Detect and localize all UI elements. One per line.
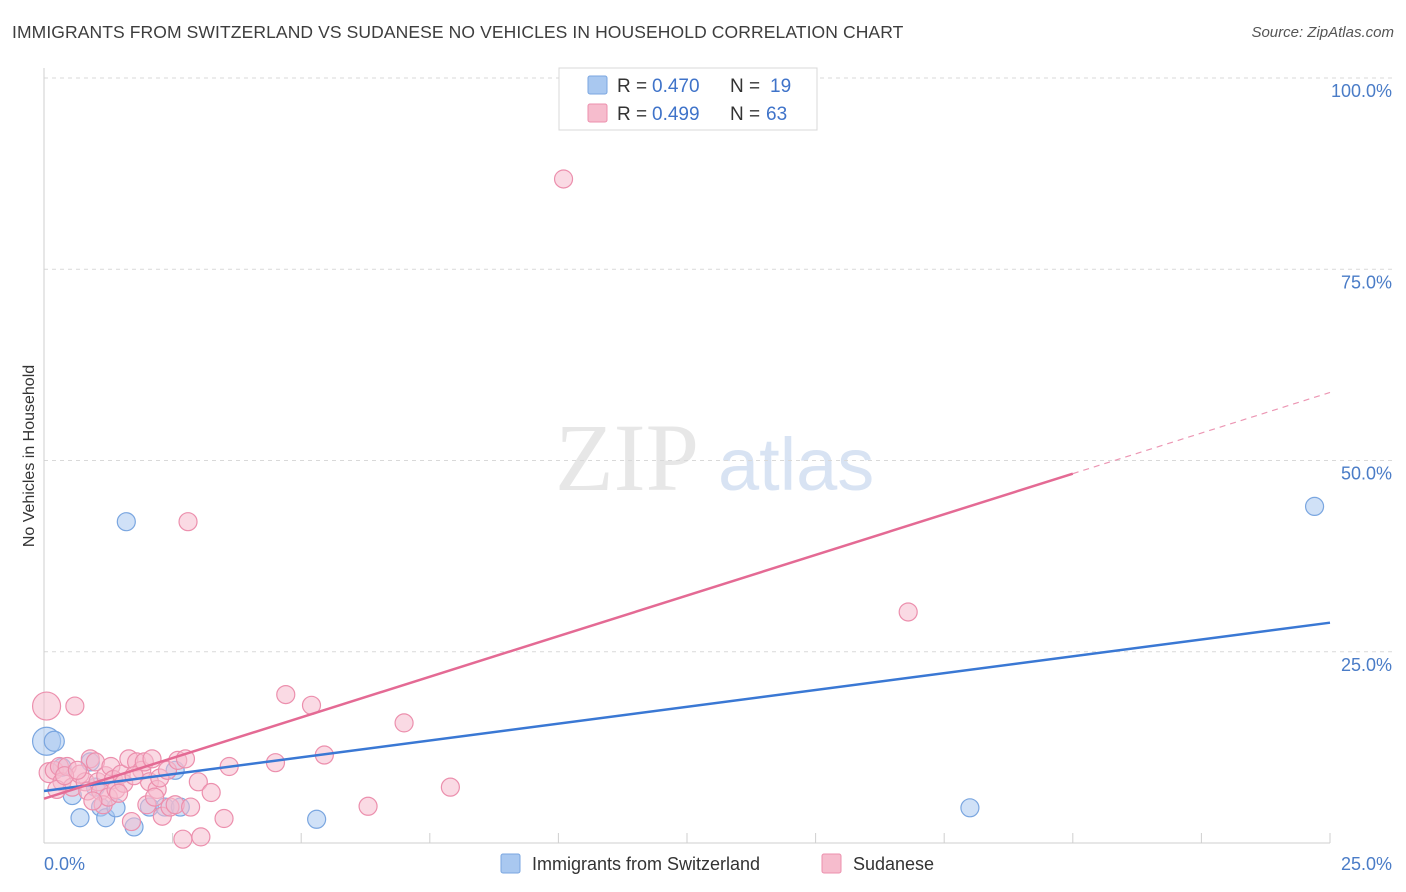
legend-r-label-2: R = [617, 104, 647, 125]
source-label: Source: ZipAtlas.com [1251, 24, 1394, 41]
data-point [553, 169, 574, 189]
data-point [144, 787, 165, 807]
data-point [276, 684, 296, 705]
data-point [1304, 496, 1325, 516]
legend-item-sudanese: Sudanese [853, 854, 934, 874]
legend-r-value-1: 0.470 [652, 76, 700, 97]
data-point [201, 782, 221, 803]
legend-r-value-2: 0.499 [652, 104, 700, 125]
data-point [960, 798, 980, 818]
data-point [440, 777, 460, 797]
data-point [83, 791, 103, 811]
data-point [191, 827, 211, 847]
data-point [31, 691, 62, 721]
data-point [178, 512, 198, 532]
legend-item-sudanese-swatch [821, 853, 842, 874]
grid [44, 77, 1392, 843]
data-point [358, 796, 378, 816]
watermark: ZIP atlas [555, 404, 874, 511]
regression-lines [43, 391, 1331, 800]
regression-line-sudanese [43, 472, 1074, 800]
y-tick-label: 25.0% [1341, 655, 1392, 675]
series-sudanese-points [31, 169, 918, 849]
x-tick-label-max: 25.0% [1341, 854, 1392, 874]
data-point [214, 808, 234, 829]
y-tick-label: 75.0% [1341, 272, 1392, 292]
legend-swatch-blue [587, 75, 608, 95]
legend-n-label-1: N = [730, 76, 760, 97]
legend-item-switzerland: Immigrants from Switzerland [532, 854, 760, 874]
data-point [116, 512, 136, 532]
data-point [394, 713, 414, 733]
data-point [67, 760, 88, 780]
legend-n-value-1: 19 [770, 76, 791, 97]
data-point [70, 808, 90, 828]
data-point [898, 602, 918, 622]
legend-item-switzerland-swatch [500, 853, 521, 874]
regression-line-sudanese-extension [1072, 391, 1331, 475]
legend-n-label-2: N = [730, 104, 760, 125]
data-point [43, 730, 65, 752]
data-point [121, 811, 142, 832]
series-legend: Immigrants from Switzerland Sudanese [500, 853, 934, 874]
stats-legend: R = 0.470 N = 19 R = 0.499 N = 63 [558, 67, 818, 131]
regression-line-switzerland [43, 621, 1331, 793]
y-tick-label: 100.0% [1331, 81, 1392, 101]
x-tick-label-min: 0.0% [44, 854, 85, 874]
chart-title: IMMIGRANTS FROM SWITZERLAND VS SUDANESE … [12, 22, 904, 42]
data-point [108, 783, 129, 803]
legend-n-value-2: 63 [766, 104, 787, 125]
legend-swatch-pink [587, 103, 608, 123]
series-switzerland-points [31, 496, 1325, 837]
tick-labels: 25.0% 50.0% 75.0% 100.0% 0.0% 25.0% [44, 81, 1392, 874]
watermark-zip: ZIP [555, 404, 699, 511]
legend-r-label-1: R = [617, 76, 647, 97]
watermark-atlas: atlas [718, 423, 874, 506]
data-point [188, 772, 208, 792]
y-tick-label: 50.0% [1341, 464, 1392, 484]
data-point [173, 829, 193, 849]
data-point [65, 696, 85, 716]
data-point [307, 809, 327, 829]
y-axis-label: No Vehicles in Household [21, 365, 38, 547]
data-point [181, 797, 201, 817]
